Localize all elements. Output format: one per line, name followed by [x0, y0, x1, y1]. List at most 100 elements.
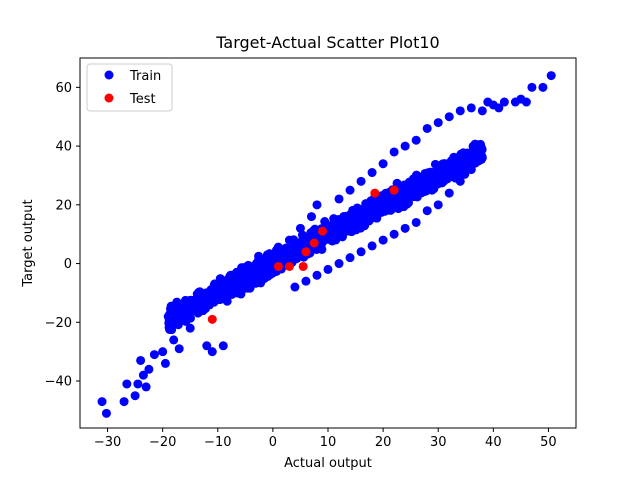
plot-area — [97, 71, 556, 418]
train-point — [334, 259, 344, 269]
train-point — [122, 379, 132, 389]
train-point — [351, 212, 361, 222]
y-tick-label: 0 — [64, 257, 72, 272]
x-tick-label: 30 — [430, 435, 447, 450]
test-point — [309, 238, 319, 248]
train-point — [119, 397, 129, 407]
train-point — [280, 250, 290, 260]
train-point — [224, 282, 234, 292]
train-point — [185, 323, 195, 333]
chart-title: Target-Actual Scatter Plot10 — [215, 33, 439, 52]
train-point — [455, 106, 465, 116]
train-point — [433, 200, 443, 210]
train-point — [199, 303, 209, 313]
legend: Train Test — [86, 63, 173, 112]
x-axis-title: Actual output — [284, 456, 372, 471]
train-point — [419, 187, 429, 197]
train-point — [466, 165, 476, 175]
test-point — [370, 188, 380, 198]
y-tick-label: 60 — [55, 81, 72, 96]
train-point — [295, 223, 305, 233]
train-point — [392, 178, 402, 188]
train-point — [433, 179, 443, 189]
train-point — [130, 391, 140, 401]
legend-train-marker — [104, 70, 114, 80]
train-point — [334, 194, 344, 204]
train-point — [378, 159, 388, 169]
train-point — [422, 123, 432, 133]
test-point — [298, 261, 308, 271]
train-point — [400, 141, 410, 151]
train-point — [205, 297, 215, 307]
test-point — [301, 247, 311, 257]
y-tick-label: −20 — [45, 316, 72, 331]
train-point — [345, 253, 355, 263]
train-point — [499, 97, 509, 107]
train-point — [138, 370, 148, 380]
train-point — [430, 159, 440, 169]
train-point — [345, 185, 355, 195]
train-point — [407, 183, 417, 193]
train-point — [356, 247, 366, 257]
train-point — [402, 199, 412, 209]
train-point — [222, 296, 232, 306]
train-point — [174, 344, 184, 354]
train-point — [339, 219, 349, 229]
train-point — [455, 176, 465, 186]
x-tick-label: 0 — [269, 435, 277, 450]
x-tick-label: −10 — [204, 435, 231, 450]
train-point — [367, 241, 377, 251]
train-point — [466, 103, 476, 113]
train-point — [355, 204, 365, 214]
train-point — [214, 286, 224, 296]
train-point — [438, 159, 448, 169]
train-point — [521, 97, 531, 107]
train-point — [273, 244, 283, 254]
train-point — [494, 103, 504, 113]
test-point — [389, 185, 399, 195]
x-axis: −30 −20 −10 0 10 20 30 40 50 — [94, 428, 557, 450]
train-point — [284, 235, 294, 245]
test-point — [207, 314, 217, 324]
x-tick-label: 50 — [540, 435, 557, 450]
train-point — [149, 350, 159, 360]
legend-train-label: Train — [129, 69, 161, 84]
y-tick-label: 20 — [55, 198, 72, 213]
train-point — [160, 358, 170, 368]
train-point — [538, 82, 548, 92]
train-point — [346, 224, 356, 234]
train-point — [247, 268, 257, 278]
train-point — [390, 200, 400, 210]
train-point — [301, 276, 311, 286]
train-point — [251, 259, 261, 269]
train-point — [400, 223, 410, 233]
train-point — [328, 227, 338, 237]
train-point — [306, 212, 316, 222]
train-point — [433, 118, 443, 128]
train-point — [389, 147, 399, 157]
x-tick-label: 40 — [485, 435, 502, 450]
train-point — [527, 82, 537, 92]
train-point — [141, 382, 151, 392]
train-point — [411, 135, 421, 145]
train-point — [136, 355, 146, 365]
train-point — [446, 156, 456, 166]
y-axis-title: Target output — [21, 199, 36, 287]
train-point — [443, 167, 453, 177]
train-point — [546, 71, 556, 81]
train-point — [371, 204, 381, 214]
train-point — [207, 347, 217, 357]
train-point — [167, 325, 177, 335]
train-point — [444, 112, 454, 122]
train-point — [477, 153, 487, 163]
train-point — [290, 282, 300, 292]
train-point — [422, 206, 432, 216]
train-point — [363, 213, 373, 223]
test-point — [273, 261, 283, 271]
train-point — [180, 307, 190, 317]
train-point — [323, 264, 333, 274]
y-tick-label: −40 — [45, 375, 72, 390]
train-point — [411, 217, 421, 227]
train-point — [230, 276, 240, 286]
train-point — [356, 176, 366, 186]
